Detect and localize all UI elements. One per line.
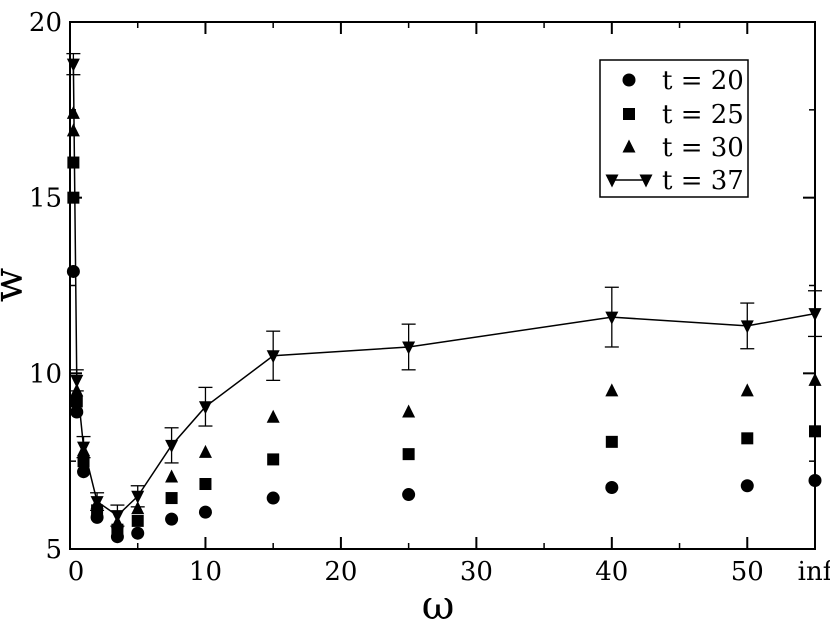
- data-point: [808, 372, 822, 386]
- legend: t = 20 t = 25t = 30t = 37: [599, 59, 749, 198]
- data-point: [77, 465, 91, 479]
- data-point: [165, 512, 179, 526]
- x-tick-label: 10: [189, 557, 222, 587]
- legend-marker: [623, 108, 635, 120]
- data-point: [402, 404, 416, 418]
- data-point: [808, 473, 822, 487]
- data-point: [67, 191, 80, 204]
- data-point: [266, 491, 280, 505]
- ticks: 0 10 20 30 40 50 inf 5 10 15 20: [29, 8, 830, 587]
- data-point: [131, 514, 144, 527]
- data-point: [77, 441, 91, 455]
- data-point: [131, 501, 145, 515]
- legend-marker: [639, 174, 653, 188]
- legend-marker: [622, 73, 636, 87]
- legend-label: t = 37: [662, 166, 744, 196]
- data-point: [605, 481, 619, 495]
- data-point: [66, 58, 80, 72]
- data-point: [740, 320, 754, 334]
- data-point: [402, 341, 416, 355]
- data-point: [198, 505, 212, 519]
- legend-label: t = 20: [662, 66, 744, 96]
- x-tick-label: 30: [460, 557, 493, 587]
- data-point: [70, 405, 84, 419]
- data-point: [267, 453, 280, 466]
- data-point: [605, 435, 618, 448]
- data-point: [77, 455, 90, 468]
- data-point: [131, 526, 145, 540]
- data-point: [67, 156, 80, 169]
- data-point: [70, 374, 84, 388]
- data-point: [66, 123, 80, 137]
- data-point: [165, 439, 179, 453]
- data-point: [198, 401, 212, 415]
- data-point: [741, 432, 754, 445]
- data-point: [402, 488, 416, 502]
- data-point: [165, 469, 179, 483]
- data-point: [266, 409, 280, 423]
- data-point: [740, 383, 754, 397]
- y-tick-label: 20: [29, 8, 62, 38]
- x-tick-label: inf: [798, 557, 830, 587]
- x-tick-label: 50: [731, 557, 764, 587]
- data-point: [66, 264, 80, 278]
- data-point: [110, 510, 124, 524]
- data-point: [70, 395, 83, 408]
- data-point: [809, 425, 821, 438]
- x-tick-label: 40: [595, 557, 628, 587]
- data-point: [199, 478, 212, 491]
- legend-marker: [622, 139, 636, 153]
- data-point: [605, 383, 619, 397]
- y-tick-label: 15: [29, 184, 62, 214]
- y-tick-label: 10: [29, 359, 62, 389]
- x-axis-title: ω: [422, 583, 455, 625]
- data-point: [266, 350, 280, 364]
- data-point: [740, 479, 754, 493]
- data-point: [70, 383, 84, 397]
- data-point: [165, 492, 178, 505]
- data-point: [131, 490, 145, 504]
- data-point: [808, 308, 822, 322]
- y-axis-title: w: [0, 268, 32, 302]
- legend-label: t = 30: [662, 133, 744, 163]
- data-points: [66, 58, 822, 544]
- y-tick-label: 5: [45, 535, 62, 565]
- data-point: [90, 496, 104, 510]
- legend-marker: [605, 174, 619, 188]
- x-tick-label: 20: [324, 557, 357, 587]
- data-point: [198, 444, 212, 458]
- data-point: [66, 105, 80, 119]
- data-point: [605, 311, 619, 325]
- legend-label: t = 25: [662, 100, 744, 130]
- data-point: [402, 448, 415, 461]
- x-tick-label: 0: [68, 557, 85, 587]
